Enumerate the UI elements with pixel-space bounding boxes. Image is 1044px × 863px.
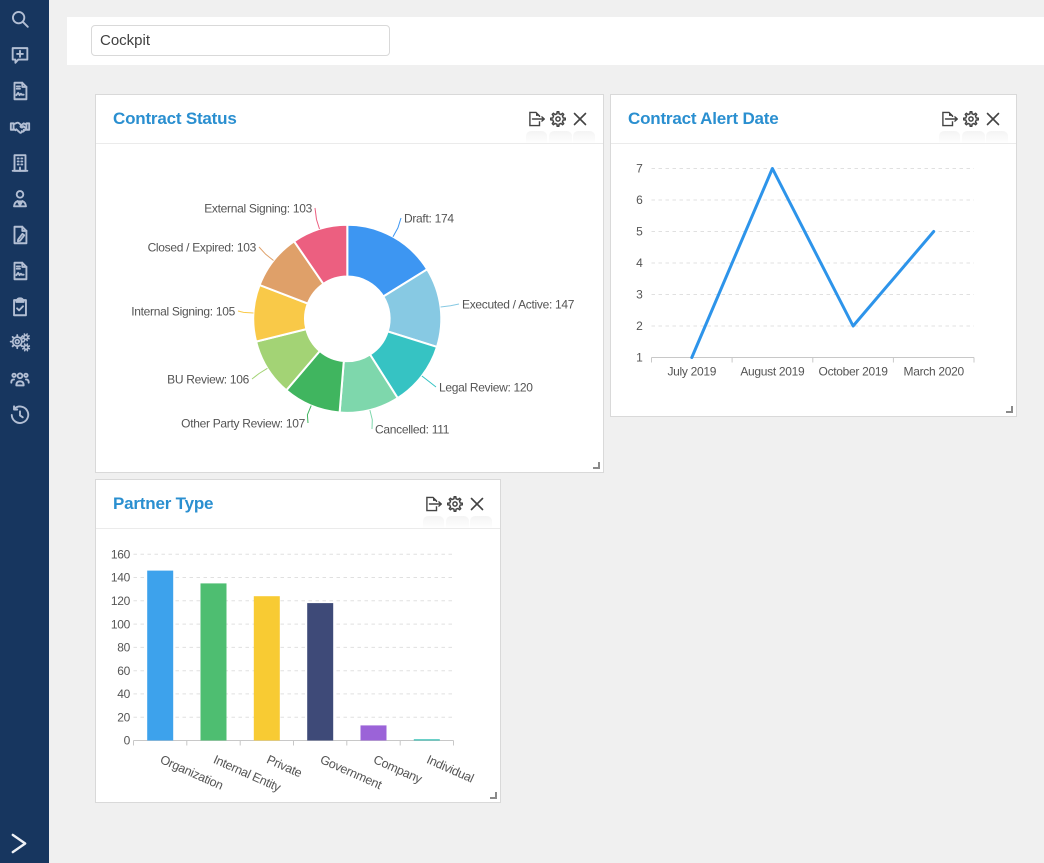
svg-text:3: 3 (636, 288, 643, 302)
svg-text:60: 60 (117, 664, 130, 678)
svg-text:Executed / Active: 147: Executed / Active: 147 (462, 298, 575, 312)
svg-text:1: 1 (636, 351, 643, 365)
svg-text:4: 4 (636, 256, 643, 270)
svg-text:Other Party Review: 107: Other Party Review: 107 (181, 417, 305, 431)
svg-text:Closed / Expired: 103: Closed / Expired: 103 (148, 241, 257, 255)
svg-text:August 2019: August 2019 (740, 365, 805, 379)
svg-text:External Signing: 103: External Signing: 103 (204, 202, 312, 216)
svg-text:140: 140 (111, 571, 131, 585)
svg-text:March 2020: March 2020 (904, 365, 965, 379)
svg-text:October 2019: October 2019 (819, 365, 889, 379)
svg-text:6: 6 (636, 193, 643, 207)
svg-text:BU Review: 106: BU Review: 106 (167, 373, 249, 387)
svg-text:20: 20 (117, 710, 130, 724)
svg-text:7: 7 (636, 162, 643, 176)
svg-text:160: 160 (111, 548, 131, 562)
svg-text:100: 100 (111, 617, 131, 631)
svg-text:0: 0 (124, 734, 131, 748)
svg-text:Legal Review: 120: Legal Review: 120 (439, 381, 533, 395)
svg-text:120: 120 (111, 594, 131, 608)
svg-text:Cancelled: 111: Cancelled: 111 (375, 423, 450, 437)
svg-text:2: 2 (636, 319, 643, 333)
svg-text:Internal Signing: 105: Internal Signing: 105 (131, 305, 235, 319)
svg-text:July 2019: July 2019 (667, 365, 716, 379)
svg-text:80: 80 (117, 641, 130, 655)
svg-text:Draft: 174: Draft: 174 (404, 212, 454, 226)
svg-text:40: 40 (117, 687, 130, 701)
svg-text:Individual: Individual (425, 752, 476, 785)
svg-text:5: 5 (636, 225, 643, 239)
